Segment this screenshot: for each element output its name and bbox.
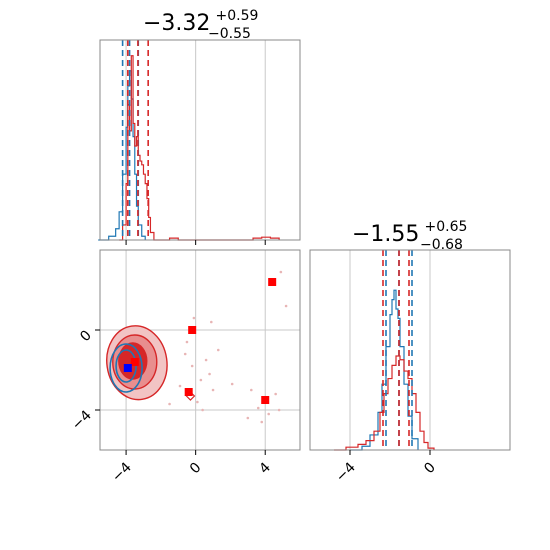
histogram-red-series [334, 355, 435, 451]
scatter-point [274, 392, 277, 396]
red-marker [188, 326, 197, 334]
scatter-point [199, 378, 203, 382]
scatter-point [196, 400, 199, 404]
blue-marker [123, 364, 132, 372]
scatter-point [208, 372, 211, 376]
x-tick-label-joint: 4 [256, 459, 274, 477]
scatter-point [201, 408, 204, 412]
scatter-point [277, 408, 281, 412]
red-marker [130, 358, 139, 366]
title-1-sub: −0.55 [208, 26, 251, 42]
histogram-param-2 [309, 249, 511, 455]
title-2-sub: −0.68 [420, 237, 463, 253]
histogram-param-1 [98, 39, 301, 245]
axes-frame [99, 39, 301, 241]
y-tick-label-joint: 0 [77, 328, 95, 346]
scatter-point [267, 412, 270, 416]
scatter-point [284, 304, 288, 308]
scatter-point [178, 384, 182, 388]
joint-density-panel [95, 249, 301, 455]
title-1-main: −3.32 [143, 11, 210, 36]
contour-blue-outer [109, 343, 143, 393]
x-tick-label-joint: 0 [187, 460, 205, 478]
scatter-point [230, 382, 234, 386]
title-1-sup: +0.59 [216, 8, 259, 24]
scatter-point [210, 320, 213, 324]
scatter-point [204, 358, 208, 362]
scatter-point [185, 340, 189, 344]
scatter-point [183, 352, 187, 356]
y-tick-label-joint: −4 [69, 407, 95, 433]
scatter-point [246, 416, 250, 420]
title-param-1: −3.32 +0.59 −0.55 [143, 5, 264, 42]
red-marker [184, 388, 193, 396]
x-tick-label-param-2: 0 [421, 460, 439, 478]
title-2-sup: +0.65 [425, 219, 468, 235]
scatter-point [279, 270, 283, 274]
scatter-point [192, 316, 196, 320]
axes-frame [309, 249, 511, 451]
histogram-red-series [119, 55, 280, 241]
axes-frame [99, 249, 301, 451]
title-2-main: −1.55 [352, 222, 419, 247]
red-marker [261, 396, 270, 404]
scatter-point [168, 402, 171, 406]
scatter-point [211, 388, 215, 392]
red-marker [268, 278, 277, 286]
title-param-2: −1.55 +0.65 −0.68 [352, 216, 473, 253]
scatter-point [250, 388, 253, 392]
scatter-point [190, 364, 194, 368]
scatter-point [260, 420, 264, 424]
x-tick-label-param-2: −4 [333, 459, 359, 485]
histogram-blue-series [350, 289, 419, 451]
scatter-point [256, 406, 260, 410]
x-tick-label-joint: −4 [109, 459, 135, 485]
scatter-point [216, 348, 220, 352]
